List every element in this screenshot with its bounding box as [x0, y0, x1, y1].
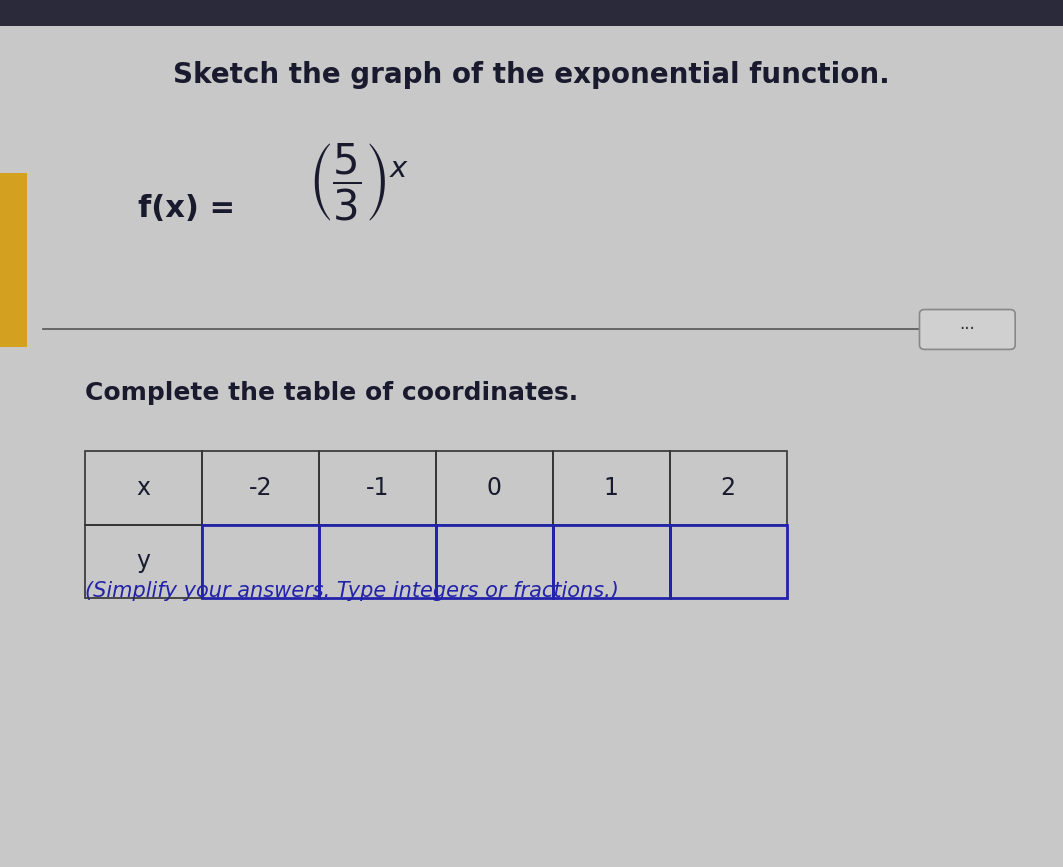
Bar: [202, 525, 319, 598]
Bar: [0, 173, 27, 347]
Bar: [85, 525, 202, 598]
Text: (Simplify your answers. Type integers or fractions.): (Simplify your answers. Type integers or…: [85, 581, 619, 601]
Text: Sketch the graph of the exponential function.: Sketch the graph of the exponential func…: [173, 61, 890, 88]
Text: $\left(\dfrac{5}{3}\right)^x$: $\left(\dfrac{5}{3}\right)^x$: [308, 141, 409, 223]
FancyBboxPatch shape: [919, 310, 1015, 349]
Text: -1: -1: [366, 476, 389, 499]
Bar: [670, 525, 787, 598]
Bar: [202, 451, 319, 525]
Text: -2: -2: [249, 476, 272, 499]
Bar: [85, 451, 202, 525]
Bar: [319, 451, 436, 525]
Text: 0: 0: [487, 476, 502, 499]
Bar: [436, 451, 553, 525]
Bar: [553, 451, 670, 525]
Text: Complete the table of coordinates.: Complete the table of coordinates.: [85, 381, 578, 406]
Bar: [319, 525, 436, 598]
Text: f(x) =: f(x) =: [138, 193, 246, 223]
Text: ···: ···: [960, 321, 975, 338]
Text: x: x: [136, 476, 151, 499]
Bar: [0, 0, 1063, 26]
Text: 2: 2: [721, 476, 736, 499]
Text: y: y: [136, 550, 151, 573]
Bar: [670, 451, 787, 525]
Text: 1: 1: [604, 476, 619, 499]
Bar: [553, 525, 670, 598]
Bar: [436, 525, 553, 598]
